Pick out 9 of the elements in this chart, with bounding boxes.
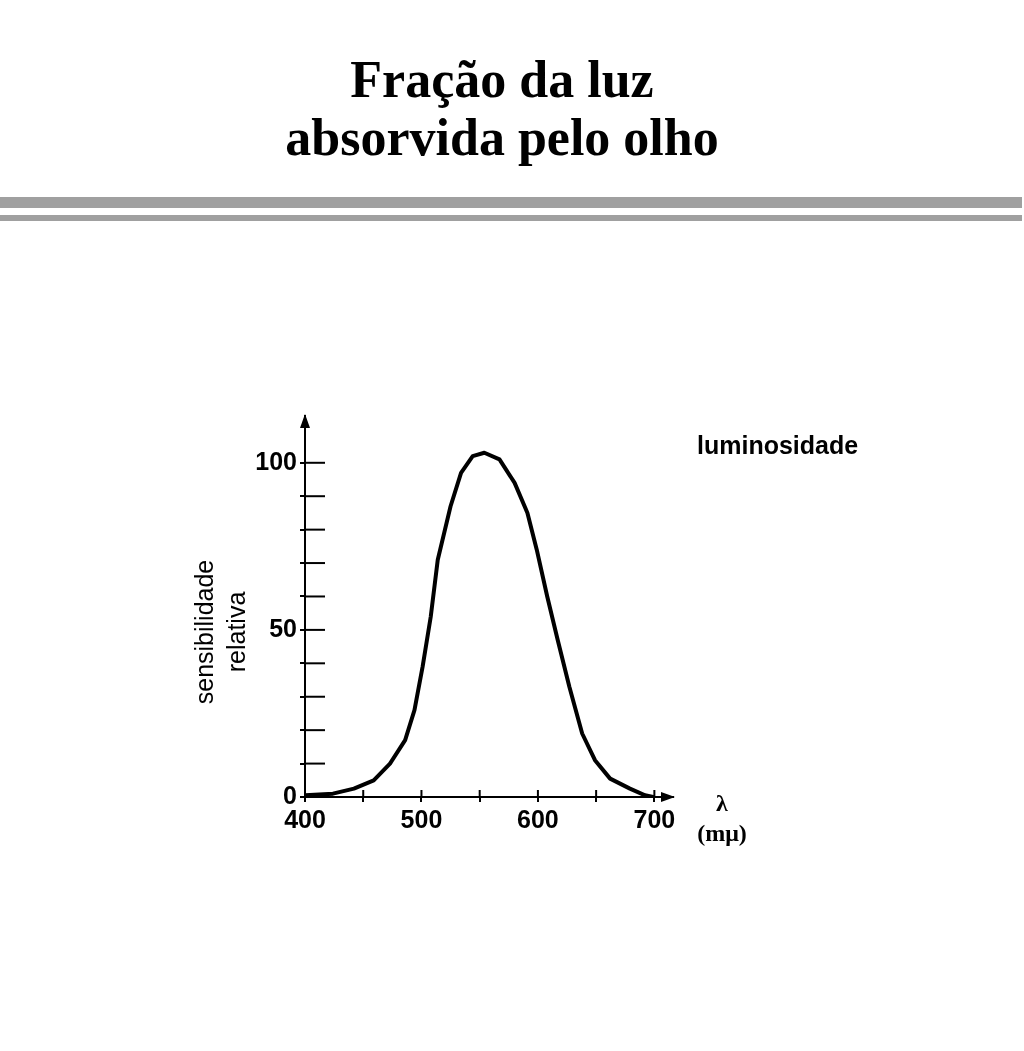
x-tick-label: 500 (400, 804, 443, 833)
chart-title: Fração da luz absorvida pelo olho (284, 51, 720, 167)
y-tick-label: 50 (269, 613, 297, 642)
text: luminosidade (697, 430, 859, 459)
y-axis-title: sensibilidade relativa (189, 559, 250, 705)
x-axis-title: λ (mμ) (697, 790, 747, 847)
x-tick-label: 600 (517, 804, 559, 833)
y-tick-label: 100 (255, 446, 297, 475)
x-tick-label: 700 (633, 804, 676, 833)
